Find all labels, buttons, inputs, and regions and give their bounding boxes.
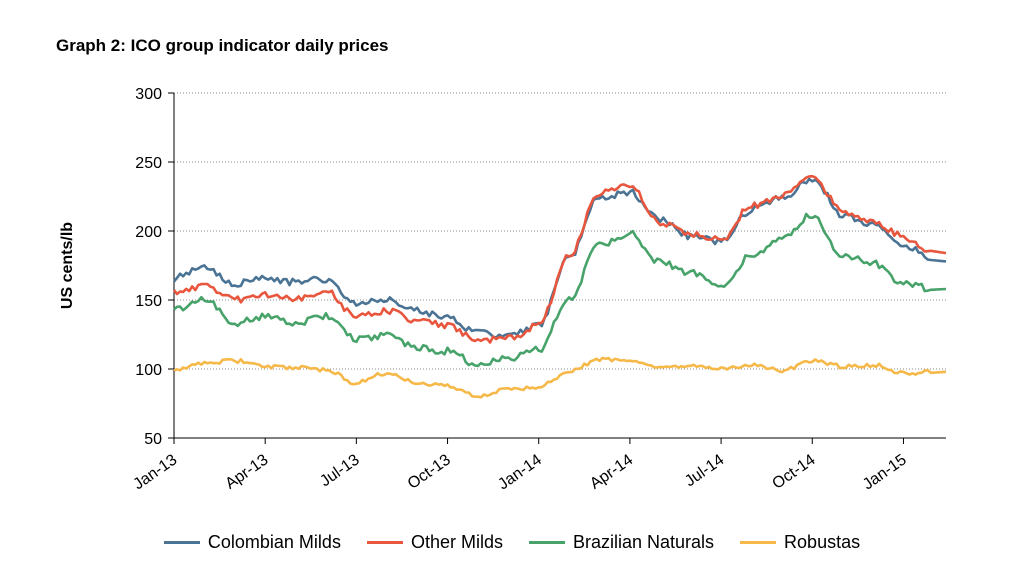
legend-swatch bbox=[528, 541, 565, 544]
y-tick-label: 200 bbox=[135, 224, 162, 241]
x-tick-label: Oct-13 bbox=[405, 451, 454, 493]
x-tick-label: Jan-14 bbox=[495, 451, 545, 493]
legend-item: Robustas bbox=[740, 532, 860, 553]
y-tick-label: 300 bbox=[135, 86, 162, 103]
series-line-brazilian-naturals bbox=[173, 212, 947, 368]
legend-label: Robustas bbox=[784, 532, 861, 552]
x-tick-label: Oct-14 bbox=[769, 451, 818, 493]
x-tick-label: Jul-14 bbox=[682, 451, 728, 490]
series-line-other-milds bbox=[172, 174, 947, 344]
y-tick-label: 100 bbox=[135, 362, 162, 379]
legend-label: Brazilian Naturals bbox=[572, 532, 715, 552]
legend-swatch bbox=[740, 541, 777, 544]
legend-swatch bbox=[366, 541, 403, 544]
legend-item: Other Milds bbox=[366, 532, 503, 553]
x-tick-label: Jan-15 bbox=[860, 451, 910, 493]
legend: Colombian Milds Other Milds Brazilian Natu… bbox=[0, 532, 1024, 553]
y-tick-label: 150 bbox=[135, 293, 162, 310]
chart-title: Graph 2: ICO group indicator daily price… bbox=[56, 36, 389, 55]
legend-item: Brazilian Naturals bbox=[528, 532, 715, 553]
y-axis-label: US cents/lb bbox=[59, 222, 76, 309]
series-line-robustas bbox=[173, 356, 947, 399]
x-tick-label: Jul-13 bbox=[317, 451, 363, 490]
x-tick-label: Jan-13 bbox=[130, 451, 180, 493]
y-tick-label: 250 bbox=[135, 155, 162, 172]
x-tick-label: Apr-14 bbox=[587, 451, 636, 493]
legend-label: Other Milds bbox=[410, 532, 503, 552]
legend-label: Colombian Milds bbox=[207, 532, 341, 552]
x-tick-label: Apr-13 bbox=[222, 451, 271, 493]
y-tick-label: 50 bbox=[144, 431, 162, 448]
legend-item: Colombian Milds bbox=[163, 532, 341, 553]
legend-swatch bbox=[163, 541, 200, 544]
